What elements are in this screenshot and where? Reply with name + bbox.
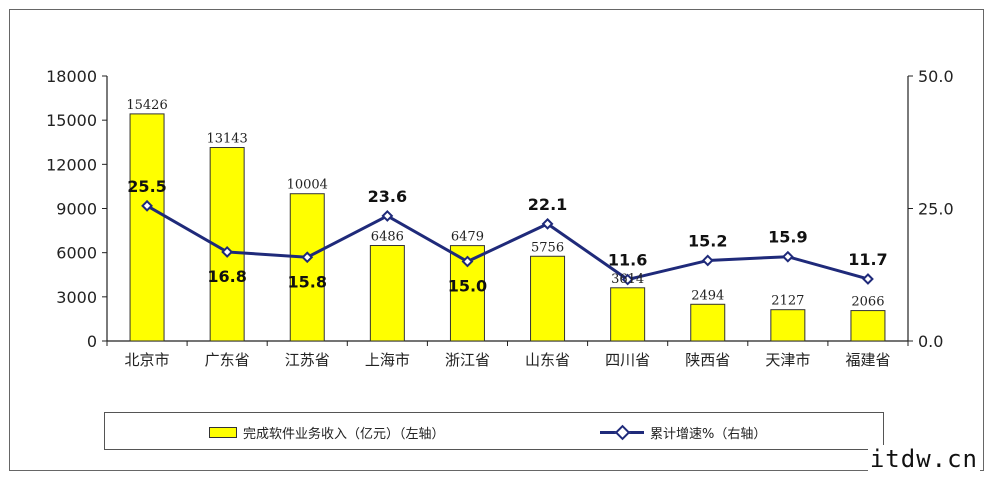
growth-value-label: 22.1 [528, 195, 567, 214]
y-right-tick-label: 25.0 [918, 200, 954, 219]
line-growth-point [781, 250, 794, 263]
growth-value-label: 15.2 [688, 231, 727, 250]
legend-bar-swatch [209, 426, 237, 438]
legend-label-revenue: 完成软件业务收入（亿元）（左轴） [243, 426, 445, 442]
growth-value-label: 16.8 [207, 267, 246, 286]
legend-item-growth: 累计增速%（右轴） [600, 413, 766, 451]
x-tick-label: 四川省 [605, 351, 650, 369]
x-tick-label: 福建省 [845, 351, 890, 369]
y-left-tick-label: 6000 [56, 244, 97, 263]
line-growth-point [862, 273, 874, 285]
legend-item-revenue: 完成软件业务收入（亿元）（左轴） [209, 413, 445, 451]
growth-value-label: 25.5 [127, 177, 166, 196]
bar-value-label: 6479 [451, 230, 484, 245]
line-growth-point [621, 273, 634, 286]
y-left-tick-label: 9000 [56, 200, 97, 219]
bar-revenue [369, 245, 405, 342]
line-growth-point [701, 254, 714, 267]
x-tick-label: 浙江省 [445, 351, 490, 369]
y-left-tick-label: 3000 [56, 288, 97, 307]
chart-legend: 完成软件业务收入（亿元）（左轴） 累计增速%（右轴） [104, 412, 884, 450]
bar-revenue [690, 303, 726, 342]
bar-value-label: 5756 [531, 240, 564, 255]
bar-value-label: 3614 [611, 272, 644, 287]
line-growth-point [221, 246, 234, 258]
line-growth-point [381, 210, 394, 222]
growth-value-label: 15.0 [448, 277, 487, 296]
growth-value-label: 11.7 [848, 250, 887, 269]
y-left-tick-label: 12000 [46, 155, 97, 174]
x-tick-label: 广东省 [205, 351, 250, 369]
legend-line-swatch [600, 426, 644, 438]
y-left-tick-label: 0 [87, 332, 97, 351]
bar-revenue [850, 310, 886, 342]
bar-revenue [610, 287, 646, 342]
bar-value-label: 2127 [771, 294, 804, 309]
y-right-tick-label: 50.0 [918, 67, 954, 86]
x-tick-label: 北京市 [125, 351, 170, 369]
x-tick-label: 江苏省 [285, 351, 330, 369]
chart-frame [9, 9, 984, 471]
bar-revenue [289, 193, 325, 342]
bar-revenue [770, 309, 806, 342]
y-right-tick-label: 0.0 [918, 332, 943, 351]
growth-value-label: 15.8 [288, 272, 327, 291]
bar-revenue [530, 255, 566, 342]
x-tick-label: 陕西省 [685, 351, 730, 369]
line-growth-series [146, 204, 869, 282]
line-growth-point [461, 255, 474, 268]
bar-value-label: 10004 [287, 178, 328, 193]
line-growth-point [301, 251, 314, 264]
bar-value-label: 15426 [126, 98, 167, 113]
growth-value-label: 11.6 [608, 251, 647, 270]
bar-revenue [129, 113, 165, 342]
x-tick-label: 山东省 [525, 351, 570, 369]
growth-value-label: 15.9 [768, 228, 807, 247]
bar-value-label: 2494 [691, 288, 724, 303]
x-tick-label: 天津市 [765, 351, 810, 369]
line-growth-point [541, 217, 554, 230]
bar-value-label: 6486 [371, 230, 404, 245]
y-left-tick-label: 18000 [46, 67, 97, 86]
growth-value-label: 23.6 [368, 187, 407, 206]
x-tick-label: 上海市 [365, 351, 410, 369]
bar-value-label: 13143 [206, 132, 247, 147]
legend-label-growth: 累计增速%（右轴） [650, 426, 767, 442]
watermark: itdw.cn [867, 445, 980, 473]
bar-value-label: 2066 [851, 295, 884, 310]
y-left-tick-label: 15000 [46, 111, 97, 130]
line-growth-point [141, 199, 153, 212]
